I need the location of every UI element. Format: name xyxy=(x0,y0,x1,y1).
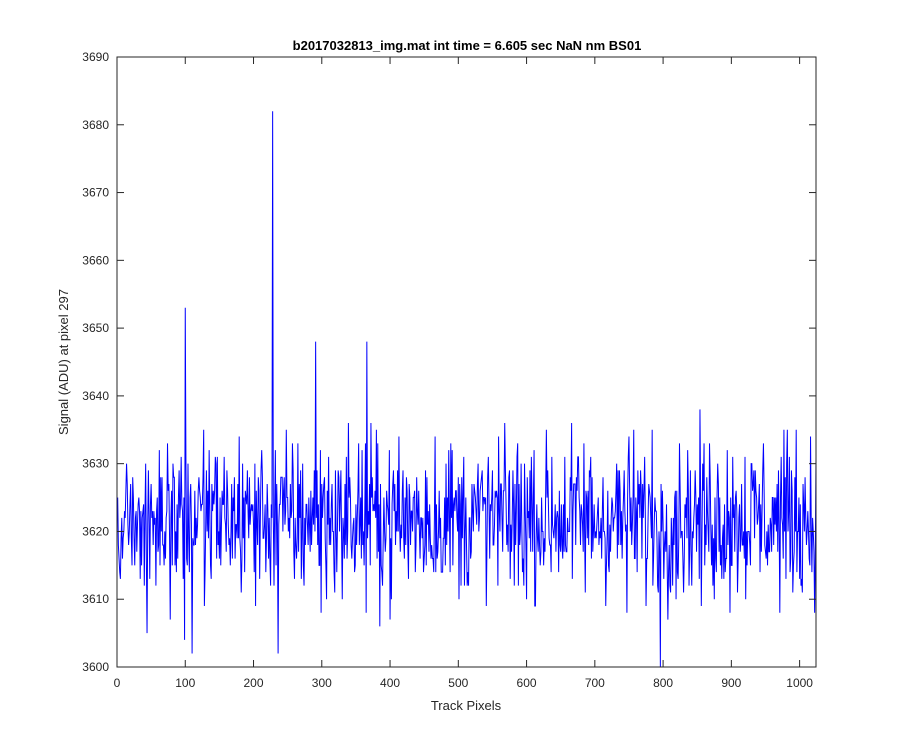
y-tick-label: 3630 xyxy=(82,457,109,471)
y-tick-label: 3620 xyxy=(82,524,109,538)
x-tick-label: 200 xyxy=(244,676,264,690)
x-tick-label: 800 xyxy=(653,676,673,690)
x-tick-label: 500 xyxy=(448,676,468,690)
plot-area xyxy=(116,56,817,668)
x-tick-label: 600 xyxy=(517,676,537,690)
y-axis: 3600 3610 3620 3630 3640 3650 3660 3670 3680 3690 xyxy=(82,50,816,674)
x-tick-label: 900 xyxy=(721,676,741,690)
y-tick-label: 3600 xyxy=(82,660,109,674)
y-tick-label: 3640 xyxy=(82,389,109,403)
chart-title: b2017032813_img.mat int time = 6.605 sec… xyxy=(293,38,642,53)
y-tick-label: 3660 xyxy=(82,253,109,267)
x-axis-label: Track Pixels xyxy=(431,698,502,713)
y-tick-label: 3690 xyxy=(82,50,109,64)
x-tick-label: 1000 xyxy=(786,676,813,690)
x-tick-label: 100 xyxy=(175,676,195,690)
y-axis-label: Signal (ADU) at pixel 297 xyxy=(56,289,71,435)
axes-background xyxy=(117,57,816,667)
x-tick-label: 300 xyxy=(312,676,332,690)
x-tick-label: 0 xyxy=(114,676,121,690)
x-tick-label: 400 xyxy=(380,676,400,690)
y-tick-label: 3670 xyxy=(82,186,109,200)
y-tick-label: 3650 xyxy=(82,321,109,335)
y-tick-label: 3680 xyxy=(82,118,109,132)
series-group xyxy=(117,111,817,668)
series-line xyxy=(117,111,817,668)
axes-box xyxy=(116,56,817,668)
x-tick-label: 700 xyxy=(585,676,605,690)
y-tick-label: 3610 xyxy=(82,592,109,606)
x-axis: 0 100 200 300 400 500 600 700 800 900 1000 xyxy=(114,57,813,690)
